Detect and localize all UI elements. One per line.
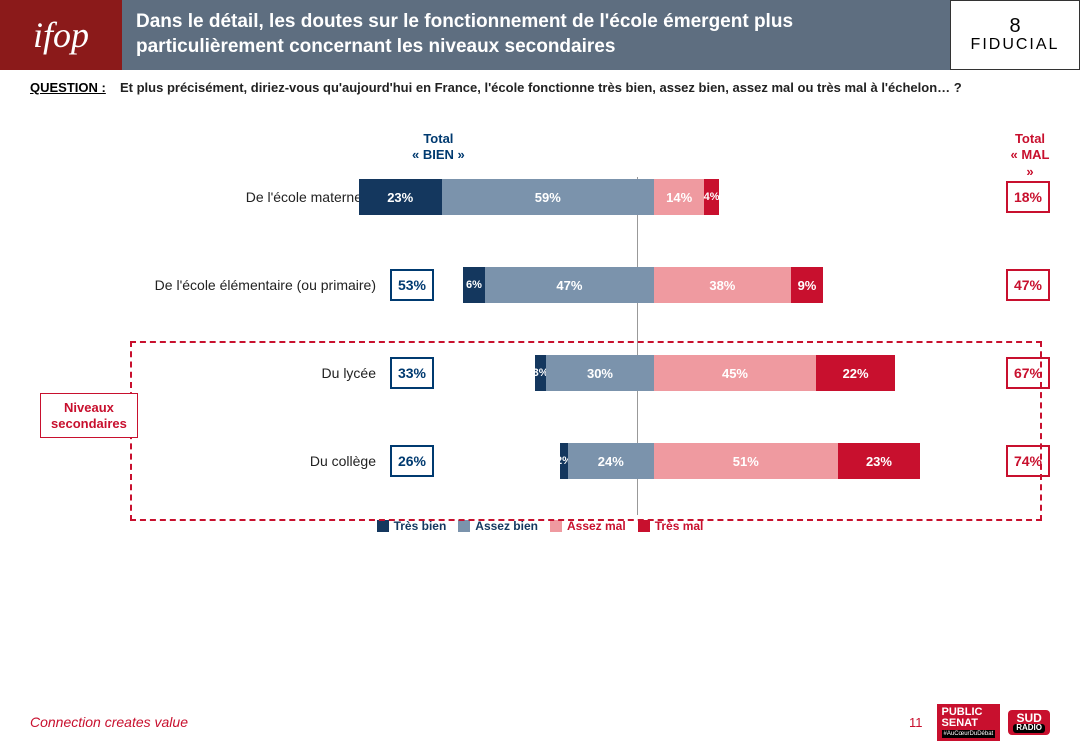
total-bien-box: 53% (390, 269, 434, 301)
bar-segment: 24% (568, 443, 654, 479)
column-headers: Total« BIEN » Total« MAL » (30, 131, 1050, 177)
total-mal-box: 18% (1006, 181, 1050, 213)
sud-line2: RADIO (1013, 724, 1045, 732)
tagline: Connection creates value (30, 714, 188, 730)
legend-label: Très mal (655, 519, 704, 533)
legend: Très bien Assez bien Assez mal Très mal (30, 519, 1050, 535)
bar-segment: 22% (816, 355, 895, 391)
legend-swatch (377, 520, 389, 532)
question-row: QUESTION : Et plus précisément, diriez-v… (0, 70, 1080, 101)
stacked-bar: 6%47%38%9% (463, 267, 823, 303)
chart-row: Du collège26% 2%24%51%23% 74% (30, 441, 1050, 481)
page-title: Dans le détail, les doutes sur le foncti… (122, 0, 950, 70)
bar-wrap: 3%30%45%22% (454, 355, 986, 391)
bar-segment: 3% (535, 355, 546, 391)
total-mal-box: 47% (1006, 269, 1050, 301)
legend-item: Assez bien (458, 519, 538, 533)
legend-swatch (638, 520, 650, 532)
footer: Connection creates value 11 PUBLIC SENAT… (0, 704, 1080, 741)
legend-label: Très bien (394, 519, 447, 533)
total-bien-header: Total« BIEN » (412, 131, 465, 164)
legend-swatch (550, 520, 562, 532)
bar-segment: 23% (359, 179, 442, 215)
bar-segment: 6% (463, 267, 485, 303)
bar-segment: 38% (654, 267, 791, 303)
secondary-levels-tag: Niveauxsecondaires (40, 393, 138, 438)
bar-segment: 59% (442, 179, 654, 215)
legend-swatch (458, 520, 470, 532)
sud-radio-logo: SUD RADIO (1008, 710, 1050, 735)
page-number: 11 (909, 715, 923, 730)
legend-label: Assez bien (475, 519, 538, 533)
total-mal-box: 74% (1006, 445, 1050, 477)
bar-wrap: 23%59%14%4% (454, 179, 986, 215)
bar-segment: 14% (654, 179, 704, 215)
chart: Total« BIEN » Total« MAL » De l'école ma… (0, 101, 1080, 545)
chart-row: De l'école maternelle82%23%59%14%4%18% (30, 177, 1050, 217)
bar-segment: 9% (791, 267, 823, 303)
bar-segment: 4% (704, 179, 718, 215)
total-mal-header: Total« MAL » (1010, 131, 1050, 180)
legend-item: Assez mal (550, 519, 626, 533)
legend-item: Très mal (638, 519, 704, 533)
bar-segment: 2% (560, 443, 567, 479)
row-label: De l'école élémentaire (ou primaire) (30, 277, 390, 293)
bar-wrap: 2%24%51%23% (454, 443, 986, 479)
ifop-logo: ifop (0, 0, 122, 70)
bar-segment: 45% (654, 355, 816, 391)
bar-segment: 30% (546, 355, 654, 391)
total-mal-box: 67% (1006, 357, 1050, 389)
stacked-bar: 3%30%45%22% (535, 355, 895, 391)
chart-row: Du lycée33% 3%30%45%22% 67% (30, 353, 1050, 393)
row-label: Du collège (30, 453, 390, 469)
row-label: De l'école maternelle (30, 189, 390, 205)
ps-sub: #AuCœurDuDébat (942, 730, 996, 738)
fiducial-text: FIDUCIAL (971, 36, 1060, 54)
header: ifop Dans le détail, les doutes sur le f… (0, 0, 1080, 70)
bar-wrap: 6%47%38%9% (454, 267, 986, 303)
public-senat-logo: PUBLIC SENAT #AuCœurDuDébat (937, 704, 1001, 741)
legend-item: Très bien (377, 519, 447, 533)
bar-segment: 51% (654, 443, 838, 479)
stacked-bar: 23%59%14%4% (359, 179, 719, 215)
ps-line1: PUBLIC (942, 706, 983, 718)
question-text: Et plus précisément, diriez-vous qu'aujo… (120, 80, 1040, 95)
total-bien-box: 26% (390, 445, 434, 477)
bar-segment: 23% (838, 443, 921, 479)
bar-segment: 47% (485, 267, 654, 303)
chart-row: De l'école élémentaire (ou primaire)53% 6… (30, 265, 1050, 305)
question-label: QUESTION : (30, 80, 120, 95)
total-bien-box: 33% (390, 357, 434, 389)
legend-label: Assez mal (567, 519, 626, 533)
fiducial-icon: 8 (1009, 16, 1020, 36)
fiducial-logo: 8 FIDUCIAL (950, 0, 1080, 70)
ps-line2: SENAT (942, 717, 978, 729)
stacked-bar: 2%24%51%23% (560, 443, 920, 479)
row-label: Du lycée (30, 365, 390, 381)
